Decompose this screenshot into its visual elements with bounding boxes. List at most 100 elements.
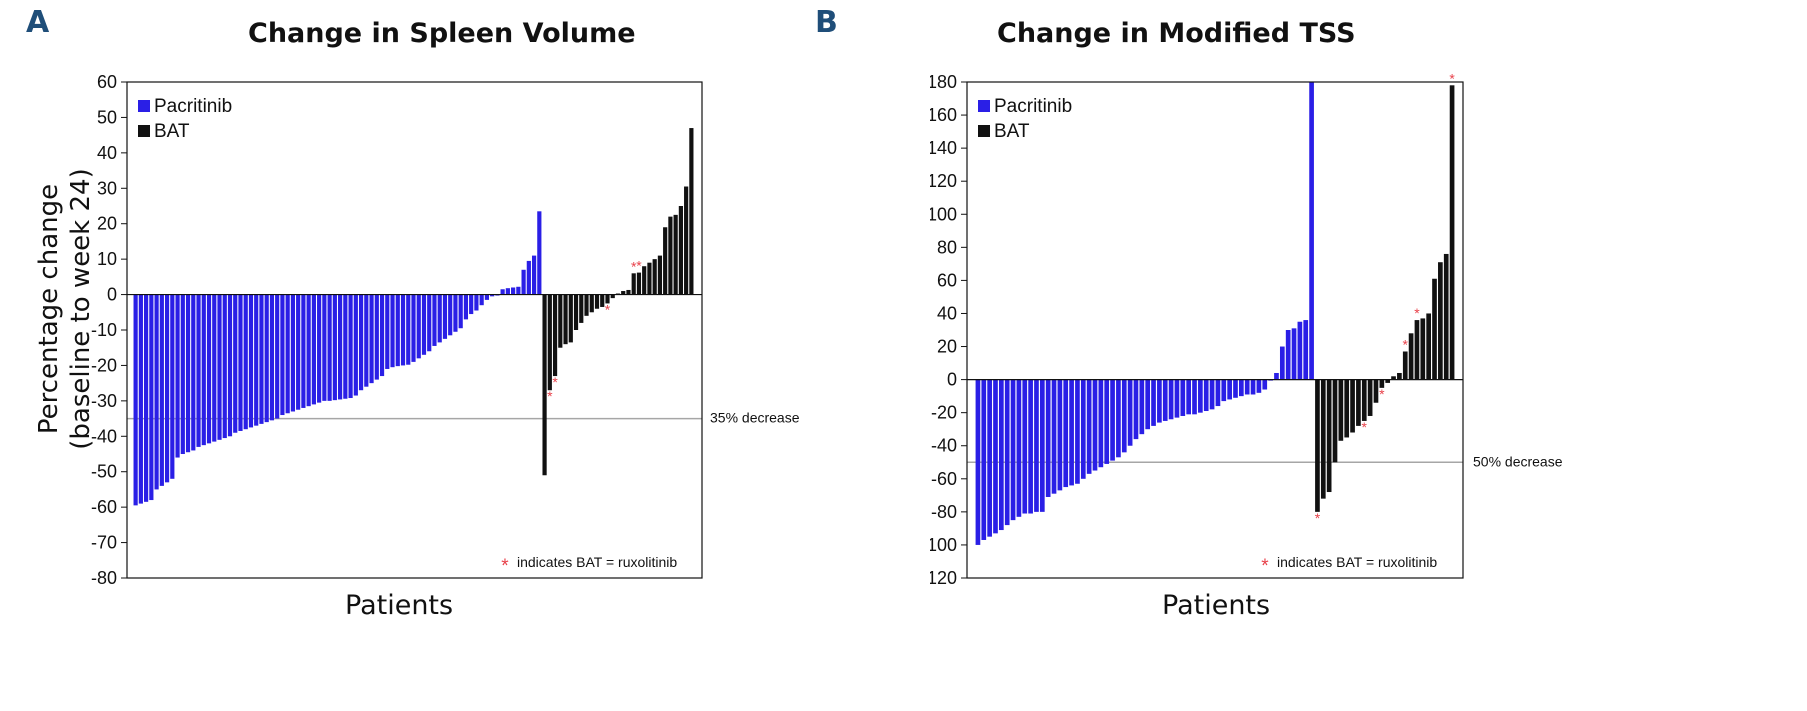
y-tick-label: -50 <box>91 462 117 482</box>
bar-pacritinib <box>442 294 448 339</box>
bar-pacritinib <box>1291 328 1297 380</box>
ruxolitinib-marker: * <box>547 388 553 404</box>
legend-swatch <box>978 125 990 137</box>
bar-pacritinib <box>1239 379 1244 397</box>
bar-pacritinib <box>1075 379 1080 484</box>
bar-pacritinib <box>290 294 296 412</box>
bar-pacritinib <box>484 294 489 300</box>
bar-bat <box>584 294 589 316</box>
y-tick-label: -70 <box>91 533 117 553</box>
y-tick-label: 100 <box>930 204 957 224</box>
bar-bat <box>552 294 558 377</box>
legend-label: BAT <box>154 121 190 142</box>
bar-pacritinib <box>322 294 327 401</box>
bar-pacritinib <box>1034 379 1039 512</box>
y-tick-label: 160 <box>930 105 957 125</box>
bar-pacritinib <box>1186 379 1191 415</box>
bar-bat <box>1373 379 1379 403</box>
bar-pacritinib <box>1010 379 1016 521</box>
bar-bat <box>1326 379 1332 493</box>
panel-a: A Change in Spleen Volume Percentage cha… <box>26 5 800 621</box>
bar-pacritinib <box>285 294 290 414</box>
bar-pacritinib <box>537 211 542 295</box>
bar-pacritinib <box>1215 379 1221 407</box>
bar-bat <box>547 294 552 391</box>
bar-pacritinib <box>311 294 316 405</box>
bar-pacritinib <box>1209 379 1215 410</box>
bar-bat <box>657 255 663 295</box>
y-tick-label: -20 <box>91 355 117 375</box>
bar-pacritinib <box>1104 379 1110 464</box>
bar-pacritinib <box>432 294 437 346</box>
bar-bat <box>668 216 673 295</box>
bar-pacritinib <box>1063 379 1069 488</box>
y-tick-label: -40 <box>931 436 957 456</box>
bar-pacritinib <box>170 294 175 479</box>
bar-pacritinib <box>458 294 463 329</box>
reference-line-label: 35% decrease <box>710 410 800 426</box>
bar-pacritinib <box>201 294 206 446</box>
bar-bat <box>1385 379 1391 383</box>
bar-bat <box>589 294 594 313</box>
bar-bat <box>1338 379 1344 441</box>
bar-pacritinib <box>358 294 364 391</box>
bar-pacritinib <box>254 294 259 426</box>
bar-pacritinib <box>1203 379 1209 412</box>
bar-pacritinib <box>374 294 379 380</box>
bar-pacritinib <box>275 294 280 419</box>
ruxolitinib-marker: * <box>1379 386 1385 402</box>
panel-letter: B <box>815 5 838 40</box>
footnote-text: indicates BAT = ruxolitinib <box>517 554 677 570</box>
bar-pacritinib <box>180 294 185 454</box>
bar-pacritinib <box>1051 379 1057 494</box>
bar-bat <box>1402 351 1408 380</box>
bar-pacritinib <box>248 294 254 428</box>
bar-pacritinib <box>411 294 416 362</box>
bar-pacritinib <box>416 294 421 359</box>
bar-bat <box>1426 313 1431 380</box>
bar-pacritinib <box>1116 379 1121 458</box>
bar-pacritinib <box>1233 379 1238 398</box>
bar-bat <box>652 259 657 295</box>
bar-bat <box>568 294 573 343</box>
bar-pacritinib <box>981 379 987 540</box>
bar-pacritinib <box>159 294 164 486</box>
ruxolitinib-marker: * <box>552 374 558 390</box>
bar-pacritinib <box>1004 379 1010 526</box>
bar-pacritinib <box>1162 379 1168 421</box>
legend-swatch <box>138 125 150 137</box>
bar-pacritinib <box>364 294 369 387</box>
bar-bat <box>1397 372 1402 380</box>
bar-pacritinib <box>138 294 143 504</box>
bar-pacritinib <box>1139 379 1145 435</box>
y-tick-label: -120 <box>930 568 957 588</box>
bar-pacritinib <box>327 294 332 401</box>
bar-pacritinib <box>511 287 516 295</box>
bar-pacritinib <box>1285 330 1291 380</box>
bar-bat <box>1443 253 1449 380</box>
bar-pacritinib <box>1145 379 1151 430</box>
legend-label: BAT <box>994 121 1030 142</box>
chart-title: Change in Spleen Volume <box>248 18 636 49</box>
y-tick-label: 120 <box>930 171 957 191</box>
plot-frame <box>126 81 703 579</box>
bar-bat <box>1356 379 1361 426</box>
bar-pacritinib <box>1039 379 1045 512</box>
bar-pacritinib <box>427 294 432 352</box>
bar-pacritinib <box>332 294 337 401</box>
bar-pacritinib <box>149 294 154 501</box>
bar-pacritinib <box>1121 379 1127 453</box>
y-tick-label: -60 <box>91 497 117 517</box>
bar-pacritinib <box>154 294 159 490</box>
bar-pacritinib <box>269 294 275 421</box>
bar-pacritinib <box>1157 379 1162 423</box>
bar-bat <box>1320 379 1326 499</box>
bar-pacritinib <box>185 294 191 453</box>
bar-bat <box>1315 379 1320 512</box>
bar-bat <box>684 186 689 295</box>
bar-pacritinib <box>516 286 521 295</box>
bar-pacritinib <box>999 379 1004 531</box>
bar-bat <box>1438 262 1443 380</box>
bar-pacritinib <box>390 294 395 368</box>
bar-bat <box>1420 318 1426 380</box>
